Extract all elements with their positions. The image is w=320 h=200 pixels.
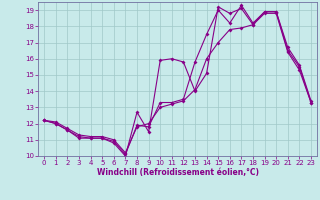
X-axis label: Windchill (Refroidissement éolien,°C): Windchill (Refroidissement éolien,°C) [97,168,259,177]
